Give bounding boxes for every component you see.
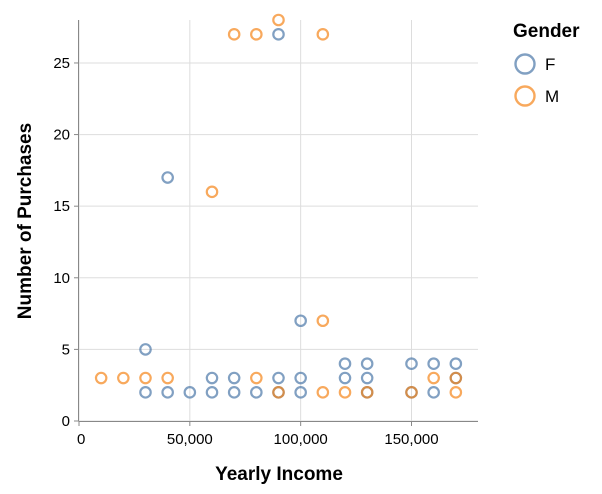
- legend: Gender FM: [513, 21, 580, 107]
- point-f: [294, 386, 307, 399]
- point-m: [449, 371, 463, 385]
- point-f: [360, 371, 374, 385]
- legend-title: Gender: [513, 21, 580, 42]
- point-f: [449, 357, 463, 371]
- y-tick-label: 15: [53, 198, 70, 215]
- point-f: [205, 371, 219, 385]
- legend-label-m: M: [545, 87, 559, 106]
- point-m: [316, 314, 330, 328]
- point-m: [316, 28, 330, 41]
- point-m: [161, 371, 174, 385]
- legend-symbol-f: [514, 53, 536, 75]
- y-tick-label: 20: [53, 127, 70, 144]
- point-m: [272, 386, 285, 399]
- point-m: [117, 371, 130, 385]
- point-m: [338, 386, 352, 399]
- point-f: [139, 343, 152, 356]
- data-points: [94, 13, 463, 399]
- point-f: [205, 386, 219, 399]
- legend-items: FM: [514, 53, 559, 107]
- point-f: [427, 357, 440, 371]
- point-f: [427, 386, 440, 399]
- point-m: [449, 386, 463, 399]
- legend-label-f: F: [545, 55, 555, 74]
- point-f: [360, 357, 374, 371]
- point-f: [294, 314, 307, 328]
- point-f: [227, 371, 241, 385]
- point-m: [405, 386, 418, 399]
- y-tick-label: 25: [53, 55, 70, 72]
- point-f: [272, 28, 285, 41]
- point-f: [183, 386, 197, 399]
- point-f: [272, 371, 285, 385]
- legend-symbol-m: [514, 85, 536, 107]
- x-tick-label: 150,000: [384, 431, 438, 448]
- point-f: [405, 357, 418, 371]
- point-m: [250, 28, 263, 41]
- point-f: [161, 386, 174, 399]
- point-f: [250, 386, 263, 399]
- point-m: [205, 185, 219, 199]
- point-f: [294, 371, 307, 385]
- point-f: [227, 386, 241, 399]
- point-m: [139, 371, 152, 385]
- point-m: [227, 28, 241, 41]
- x-axis-title: Yearly Income: [215, 464, 343, 485]
- x-tick-label: 0: [77, 431, 85, 448]
- point-m: [360, 386, 374, 399]
- point-f: [161, 171, 174, 184]
- x-tick-label: 100,000: [274, 431, 328, 448]
- point-m: [94, 371, 108, 385]
- point-f: [338, 357, 352, 371]
- point-m: [250, 371, 263, 385]
- point-f: [338, 371, 352, 385]
- y-tick-label: 5: [62, 341, 70, 358]
- y-tick-label: 10: [53, 270, 70, 287]
- y-axis-title: Number of Purchases: [15, 123, 36, 319]
- point-f: [139, 386, 152, 399]
- point-m: [427, 371, 440, 385]
- axes: 0 50,000 100,000 150,000 0 5 10 15 20 25: [53, 20, 478, 448]
- x-tick-label: 50,000: [167, 431, 213, 448]
- grid: [78, 20, 478, 422]
- y-tick-label: 0: [62, 413, 70, 430]
- point-m: [272, 13, 285, 27]
- point-m: [316, 386, 330, 399]
